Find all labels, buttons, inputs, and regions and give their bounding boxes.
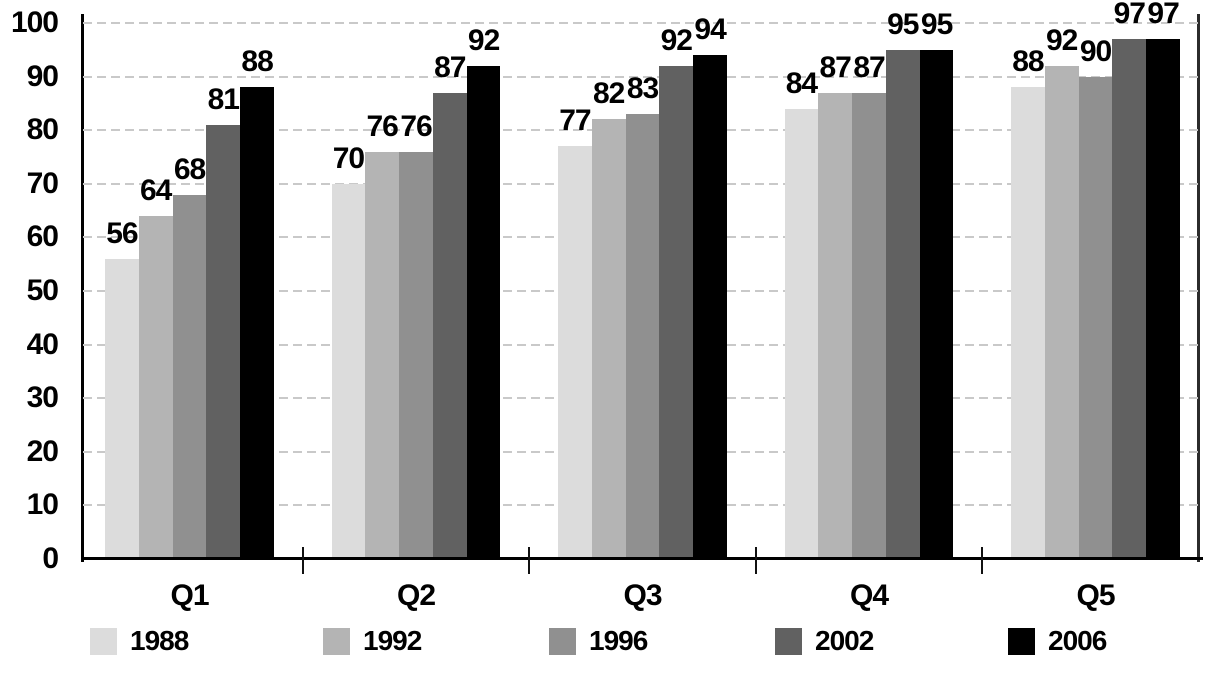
value-label-1988-Q2: 70 [332,141,365,175]
bar-1988-Q5 [1011,87,1045,559]
plot-area: 56 64 68 81 88 70 76 76 87 92 77 82 83 92 94 84 87 87 95 95… [83,0,1200,559]
value-label-2002-Q5: 97 [1113,0,1146,31]
bar-2002-Q4 [885,49,920,559]
x-axis-tick-1 [301,547,304,574]
bar-group-Q2: 70 76 76 87 92 [331,23,501,559]
value-label-1988-Q5: 88 [1012,45,1044,79]
value-label-1992-Q3: 82 [593,77,625,111]
bar-1996-Q1 [172,194,207,559]
x-axis-tick-4 [981,547,984,574]
bar-2006-Q1 [240,87,274,559]
gridline-100 [83,22,1200,24]
bar-group-Q5: 88 92 90 97 97 [1011,0,1180,559]
legend-swatch-1992 [323,627,350,655]
legend-item-1996: 1996 [549,625,648,656]
bar-1988-Q3 [558,146,592,559]
y-tick-label-20: 20 [26,434,59,468]
bar-1996-Q3 [625,114,660,559]
y-tick-label-80: 80 [26,113,59,147]
bar-2002-Q2 [432,92,467,559]
bar-1992-Q1 [138,215,173,559]
value-label-2006-Q1: 88 [241,45,273,79]
value-label-1996-Q1: 68 [173,152,206,186]
value-label-1996-Q3: 83 [626,72,659,106]
x-axis-tick-3 [754,547,757,574]
value-label-2006-Q4: 95 [920,7,953,41]
bar-1992-Q3 [591,119,626,559]
y-tick-label-0: 0 [42,542,59,575]
bar-1988-Q1 [105,258,139,559]
x-axis-label-Q1: Q1 [170,579,209,612]
legend-item-2006: 2006 [1008,625,1107,656]
y-tick-label-30: 30 [26,381,59,415]
bar-group-Q3: 77 82 83 92 94 [558,15,727,559]
legend-label-2006: 2006 [1048,625,1107,656]
y-axis-line [81,14,84,562]
value-label-2006-Q2: 92 [467,23,500,57]
value-label-1996-Q4: 87 [853,50,885,84]
value-label-1992-Q4: 87 [819,50,852,84]
value-label-2002-Q4: 95 [887,7,919,41]
legend-swatch-1996 [549,627,576,655]
value-label-1992-Q5: 92 [1046,23,1078,57]
x-axis-label-Q2: Q2 [396,579,436,612]
value-label-2002-Q2: 87 [434,50,466,84]
bar-1992-Q4 [818,92,853,559]
value-label-1988-Q3: 77 [559,104,591,138]
bar-2006-Q3 [693,55,727,559]
bar-2006-Q4 [919,49,954,559]
legend-label-1996: 1996 [589,625,648,656]
value-label-2006-Q3: 94 [694,13,726,47]
value-label-1988-Q4: 84 [785,66,818,100]
bar-2006-Q2 [466,65,501,559]
bar-group-Q1: 56 64 68 81 88 [105,23,274,559]
y-tick-label-100: 100 [10,6,59,39]
value-label-1996-Q5: 90 [1079,34,1112,68]
value-label-2006-Q5: 97 [1147,0,1179,31]
value-label-2002-Q1: 81 [207,82,240,116]
value-label-1988-Q1: 56 [106,216,138,250]
x-axis-label-Q3: Q3 [623,579,662,612]
bar-1988-Q2 [331,183,366,559]
y-tick-label-70: 70 [26,166,59,200]
x-axis-label-Q4: Q4 [849,579,889,612]
legend-item-1992: 1992 [323,625,422,656]
x-axis-label-Q5: Q5 [1076,579,1115,612]
legend-label-2002: 2002 [815,625,874,656]
bar-2002-Q5 [1112,39,1147,559]
bar-1996-Q5 [1078,76,1113,559]
bar-group-Q4: 84 87 87 95 95 [784,9,954,559]
y-tick-label-10: 10 [26,488,59,522]
gridline-90 [83,75,1200,78]
value-label-1996-Q2: 76 [400,109,432,143]
y-tick-label-90: 90 [26,59,59,93]
y-tick-label-40: 40 [26,327,59,361]
bar-1988-Q4 [784,108,819,559]
value-label-1992-Q2: 76 [366,109,399,143]
bar-1996-Q4 [852,92,886,559]
bar-2002-Q3 [659,65,694,559]
legend-label-1988: 1988 [130,625,189,656]
legend-item-1988: 1988 [90,625,189,656]
y-tick-label-60: 60 [26,220,59,254]
x-axis-line [81,557,1203,560]
bar-2006-Q5 [1146,39,1180,559]
right-border-line [1197,14,1200,562]
legend-swatch-1988 [90,627,117,655]
bar-1996-Q2 [399,151,433,559]
value-label-1992-Q1: 64 [140,173,172,207]
value-label-2002-Q3: 92 [660,23,693,57]
legend-swatch-2006 [1008,627,1035,655]
legend-swatch-2002 [775,627,802,655]
bar-1992-Q5 [1044,65,1079,559]
bar-2002-Q1 [206,124,241,559]
x-axis-tick-2 [528,547,531,574]
y-tick-label-50: 50 [26,274,59,307]
bar-1992-Q2 [365,151,400,559]
legend-item-2002: 2002 [775,625,874,656]
legend-label-1992: 1992 [363,625,422,656]
